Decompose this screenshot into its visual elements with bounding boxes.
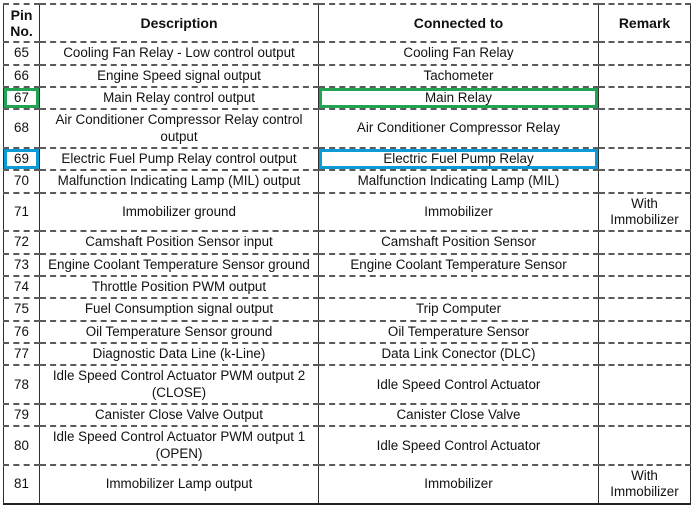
table-row-pin-74: 74 Throttle Position PWM output: [3, 274, 691, 300]
remark-cell: [598, 403, 691, 428]
connected-to-cell: Idle Speed Control Actuator: [318, 364, 599, 406]
description-cell: Camshaft Position Sensor input: [39, 230, 319, 255]
description-cell: Idle Speed Control Actuator PWM output 2…: [39, 364, 319, 406]
table-row-pin-77: 77 Diagnostic Data Line (k-Line) Data Link…: [3, 341, 691, 367]
column-header-pin-no: Pin No.: [3, 2, 40, 44]
connected-to-cell: Engine Coolant Temperature Sensor: [318, 252, 599, 277]
table-row-pin-65: 65 Cooling Fan Relay - Low control output…: [3, 41, 691, 66]
connected-to-cell: Immobilizer: [318, 464, 599, 505]
pin-cell: 70: [3, 169, 40, 194]
remark-cell: [598, 85, 691, 111]
pin-cell: 66: [3, 63, 40, 88]
table-row-pin-71: 71 Immobilizer ground Immobilizer With Immo…: [3, 191, 691, 233]
remark-cell: [598, 319, 691, 345]
description-cell: Throttle Position PWM output: [39, 274, 319, 300]
pin-cell: 78: [3, 364, 40, 406]
pin-cell: 69: [3, 146, 40, 172]
connected-to-cell: Immobilizer: [318, 191, 599, 233]
connected-to-cell: Malfunction Indicating Lamp (MIL): [318, 169, 599, 194]
table-row-pin-69: 69 Electric Fuel Pump Relay control outpu…: [3, 146, 691, 172]
remark-cell: With Immobilizer: [598, 464, 691, 505]
connected-to-cell: Idle Speed Control Actuator: [318, 425, 599, 467]
connected-to-cell: Tachometer: [318, 63, 599, 88]
connected-to-cell: [318, 274, 599, 300]
pin-cell: 81: [3, 464, 40, 505]
pin-cell: 76: [3, 319, 40, 345]
table-row-pin-73: 73 Engine Coolant Temperature Sensor grou…: [3, 252, 691, 277]
connected-to-cell: Camshaft Position Sensor: [318, 230, 599, 255]
description-cell: Idle Speed Control Actuator PWM output 1…: [39, 425, 319, 467]
pin-cell: 73: [3, 252, 40, 277]
connected-to-cell: Trip Computer: [318, 297, 599, 322]
connected-to-cell: Air Conditioner Compressor Relay: [318, 108, 599, 149]
table-row-pin-79: 79 Canister Close Valve Output Canister Cl…: [3, 403, 691, 428]
pin-assignment-table: Pin No. Description Connected to Remark …: [3, 2, 691, 505]
column-header-description: Description: [39, 2, 319, 44]
pin-cell: 77: [3, 341, 40, 367]
description-cell: Engine Coolant Temperature Sensor ground: [39, 252, 319, 277]
remark-cell: [598, 364, 691, 406]
table-row-pin-72: 72 Camshaft Position Sensor input Camshaft…: [3, 230, 691, 255]
description-cell: Cooling Fan Relay - Low control output: [39, 41, 319, 66]
description-cell: Fuel Consumption signal output: [39, 297, 319, 322]
remark-cell: [598, 252, 691, 277]
pin-cell: 74: [3, 274, 40, 300]
pin-cell: 71: [3, 191, 40, 233]
description-cell: Canister Close Valve Output: [39, 403, 319, 428]
pin-cell: 67: [3, 85, 40, 111]
connected-to-cell: Canister Close Valve: [318, 403, 599, 428]
table-row-pin-81: 81 Immobilizer Lamp output Immobilizer With…: [3, 464, 691, 505]
remark-cell: [598, 341, 691, 367]
pin-cell: 68: [3, 108, 40, 149]
pin-cell: 65: [3, 41, 40, 66]
table-row-pin-66: 66 Engine Speed signal output Tachometer: [3, 63, 691, 88]
remark-cell: [598, 63, 691, 88]
description-cell: Immobilizer ground: [39, 191, 319, 233]
description-cell: Diagnostic Data Line (k-Line): [39, 341, 319, 367]
description-cell: Malfunction Indicating Lamp (MIL) output: [39, 169, 319, 194]
remark-cell: [598, 146, 691, 172]
connected-to-cell: Main Relay: [318, 85, 599, 111]
table-row-pin-78: 78 Idle Speed Control Actuator PWM output…: [3, 364, 691, 406]
remark-cell: [598, 108, 691, 149]
connected-to-cell: Cooling Fan Relay: [318, 41, 599, 66]
table-row-pin-67: 67 Main Relay control output Main Relay: [3, 85, 691, 111]
table-row-pin-70: 70 Malfunction Indicating Lamp (MIL) outp…: [3, 169, 691, 194]
remark-cell: [598, 230, 691, 255]
table-header-row: Pin No. Description Connected to Remark: [3, 2, 691, 44]
description-cell: Engine Speed signal output: [39, 63, 319, 88]
pin-cell: 80: [3, 425, 40, 467]
description-cell: Oil Temperature Sensor ground: [39, 319, 319, 345]
connected-to-cell: Data Link Conector (DLC): [318, 341, 599, 367]
pin-cell: 79: [3, 403, 40, 428]
table-row-pin-68: 68 Air Conditioner Compressor Relay contr…: [3, 108, 691, 149]
pin-cell: 72: [3, 230, 40, 255]
table-row-pin-80: 80 Idle Speed Control Actuator PWM output…: [3, 425, 691, 467]
remark-cell: [598, 425, 691, 467]
connected-to-cell: Electric Fuel Pump Relay: [318, 146, 599, 172]
table-row-pin-75: 75 Fuel Consumption signal output Trip Com…: [3, 297, 691, 322]
pin-cell: 75: [3, 297, 40, 322]
description-cell: Electric Fuel Pump Relay control output: [39, 146, 319, 172]
remark-cell: [598, 274, 691, 300]
remark-cell: [598, 297, 691, 322]
table-body: 65 Cooling Fan Relay - Low control output…: [3, 41, 691, 505]
description-cell: Immobilizer Lamp output: [39, 464, 319, 505]
table-row-pin-76: 76 Oil Temperature Sensor ground Oil Tempe…: [3, 319, 691, 345]
remark-cell: With Immobilizer: [598, 191, 691, 233]
column-header-connected-to: Connected to: [318, 2, 599, 44]
description-cell: Air Conditioner Compressor Relay control…: [39, 108, 319, 149]
remark-cell: [598, 169, 691, 194]
remark-cell: [598, 41, 691, 66]
description-cell: Main Relay control output: [39, 85, 319, 111]
connected-to-cell: Oil Temperature Sensor: [318, 319, 599, 345]
column-header-remark: Remark: [598, 2, 691, 44]
